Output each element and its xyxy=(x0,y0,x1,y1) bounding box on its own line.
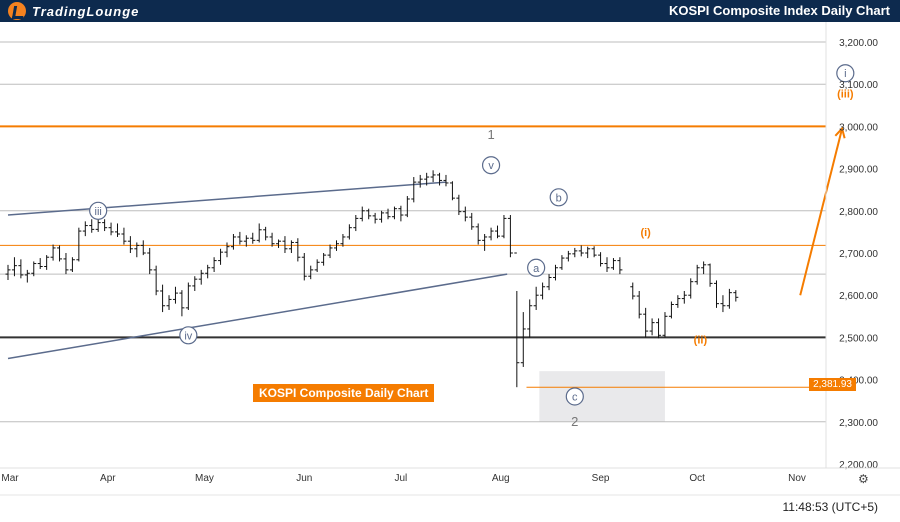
last-price-tag: 2,381.93 xyxy=(809,378,856,391)
tradinglounge-logo[interactable]: TradingLounge xyxy=(8,2,139,20)
logo-icon xyxy=(8,2,26,20)
wave-label-(iii): (iii) xyxy=(837,88,854,100)
y-tick-label: 2,600.00 xyxy=(839,291,878,302)
x-tick-label: May xyxy=(195,473,214,484)
y-tick-label: 2,700.00 xyxy=(839,249,878,260)
header-bar: TradingLounge KOSPI Composite Index Dail… xyxy=(0,0,900,22)
wave-label-i: i xyxy=(844,68,846,80)
wave-label-circle xyxy=(179,326,198,345)
wave-label-c: c xyxy=(572,391,578,403)
y-tick-label: 2,200.00 xyxy=(839,460,878,471)
projection-arrow xyxy=(799,128,844,296)
y-tick-label: 3,000.00 xyxy=(839,122,878,133)
chart-title-label: KOSPI Composite Daily Chart xyxy=(253,384,435,402)
wave-label-2: 2 xyxy=(571,414,578,429)
wave-label-circle xyxy=(836,64,855,83)
y-tick-label: 2,300.00 xyxy=(839,418,878,429)
x-tick-label: Mar xyxy=(1,473,19,484)
trend-line-0 xyxy=(7,181,447,216)
wave-label-1: 1 xyxy=(487,127,494,142)
y-tick-label: 3,100.00 xyxy=(839,80,878,91)
wave-label-circle xyxy=(549,188,568,207)
timestamp: 11:48:53 (UTC+5) xyxy=(782,500,879,514)
y-tick-label: 2,500.00 xyxy=(839,333,878,344)
x-tick-label: Aug xyxy=(492,473,510,484)
x-tick-label: Sep xyxy=(592,473,610,484)
trend-line-1 xyxy=(7,273,508,360)
logo-text: TradingLounge xyxy=(32,3,140,19)
wave-label-circle xyxy=(481,156,501,175)
x-tick-label: Apr xyxy=(100,473,116,484)
wave-label-circle xyxy=(565,387,584,406)
x-tick-label: Nov xyxy=(788,473,806,484)
wave-label-b: b xyxy=(556,192,562,204)
x-tick-label: Oct xyxy=(689,473,705,484)
settings-gear-icon[interactable]: ⚙ xyxy=(858,472,869,486)
wave-label-(i): (i) xyxy=(640,227,651,239)
chart-plot-area[interactable]: iii iv v 1 b a c 2 (i) (ii) i (iii) 2,200.00 2,300.00… xyxy=(0,22,900,522)
shaded-zone xyxy=(539,371,665,422)
wave-label-iv: iv xyxy=(184,330,192,342)
wave-label-v: v xyxy=(488,160,494,172)
wave-label-(ii): (ii) xyxy=(694,335,708,347)
x-tick-label: Jul xyxy=(394,473,407,484)
wave-label-circle xyxy=(527,258,546,277)
y-tick-label: 2,800.00 xyxy=(839,207,878,218)
wave-label-iii: iii xyxy=(95,206,102,218)
y-tick-label: 2,400.00 xyxy=(839,376,878,387)
y-tick-label: 2,900.00 xyxy=(839,165,878,176)
chart-header-title: KOSPI Composite Index Daily Chart xyxy=(668,3,890,18)
wave-label-circle xyxy=(89,201,108,220)
y-tick-label: 3,200.00 xyxy=(839,38,878,49)
x-tick-label: Jun xyxy=(296,473,312,484)
wave-label-a: a xyxy=(533,263,540,275)
projection-arrow-head xyxy=(834,126,846,139)
